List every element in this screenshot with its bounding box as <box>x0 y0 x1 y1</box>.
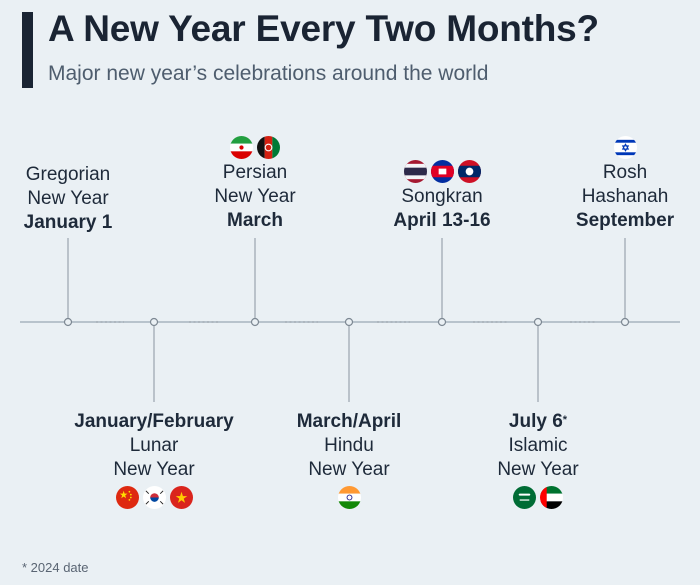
event-flags <box>473 486 603 509</box>
footnote-marker: * <box>562 414 568 426</box>
event-name-line: Songkran <box>401 186 483 207</box>
event-date: March <box>227 210 283 231</box>
event-name-line: Hashanah <box>581 186 669 207</box>
node-persian <box>250 317 260 327</box>
event-flags <box>560 136 690 159</box>
event-flags <box>190 136 320 159</box>
title-accent-bar <box>22 12 33 88</box>
event-name-line: Hindu <box>324 435 374 456</box>
iran-flag-icon <box>230 136 253 159</box>
event-name-line: New Year <box>214 186 296 207</box>
event-islamic: July 6* Islamic New Year <box>473 410 603 509</box>
page-subtitle: Major new year’s celebrations around the… <box>48 62 489 85</box>
event-persian: Persian New Year March <box>190 136 320 233</box>
india-flag-icon <box>337 486 361 509</box>
uae-flag-icon <box>540 486 563 509</box>
event-lunar: January/February Lunar New Year <box>54 410 254 509</box>
event-date: September <box>575 210 675 231</box>
china-flag-icon <box>115 486 139 509</box>
event-date: January/February <box>74 411 234 432</box>
node-songkran <box>437 317 447 327</box>
event-name-line: Gregorian <box>25 164 111 185</box>
israel-flag-icon <box>613 136 637 159</box>
event-hindu: March/April Hindu New Year <box>279 410 419 509</box>
event-date: January 1 <box>23 212 113 233</box>
event-name-line: Lunar <box>129 435 179 456</box>
node-lunar <box>149 317 159 327</box>
page-title: A New Year Every Two Months? <box>48 8 599 49</box>
event-flags <box>279 486 419 509</box>
node-islamic <box>533 317 543 327</box>
event-date: March/April <box>296 411 402 432</box>
laos-flag-icon <box>457 160 481 183</box>
footnote: * 2024 date <box>22 560 89 575</box>
event-flags <box>54 486 254 509</box>
event-name-line: New Year <box>497 459 579 480</box>
event-rosh-hashanah: Rosh Hashanah September <box>560 136 690 233</box>
event-name-line: New Year <box>308 459 390 480</box>
event-date: July 6 <box>508 411 563 432</box>
event-songkran: Songkran April 13-16 <box>377 160 507 233</box>
thailand-flag-icon <box>403 160 427 183</box>
event-gregorian: Gregorian New Year January 1 <box>8 163 128 235</box>
event-date-line: July 6* <box>473 410 603 434</box>
cambodia-flag-icon <box>430 160 454 183</box>
event-name-line: New Year <box>113 459 195 480</box>
node-rosh <box>620 317 630 327</box>
node-hindu <box>344 317 354 327</box>
event-name-line: Persian <box>222 162 288 183</box>
event-flags <box>377 160 507 183</box>
event-name-line: Rosh <box>602 162 648 183</box>
saudi-arabia-flag-icon <box>513 486 536 509</box>
event-name-line: New Year <box>27 188 109 209</box>
south-korea-flag-icon <box>142 486 166 509</box>
vietnam-flag-icon <box>169 486 193 509</box>
event-date: April 13-16 <box>393 210 491 231</box>
afghanistan-flag-icon <box>257 136 280 159</box>
event-name-line: Islamic <box>508 435 568 456</box>
node-gregorian <box>63 317 73 327</box>
